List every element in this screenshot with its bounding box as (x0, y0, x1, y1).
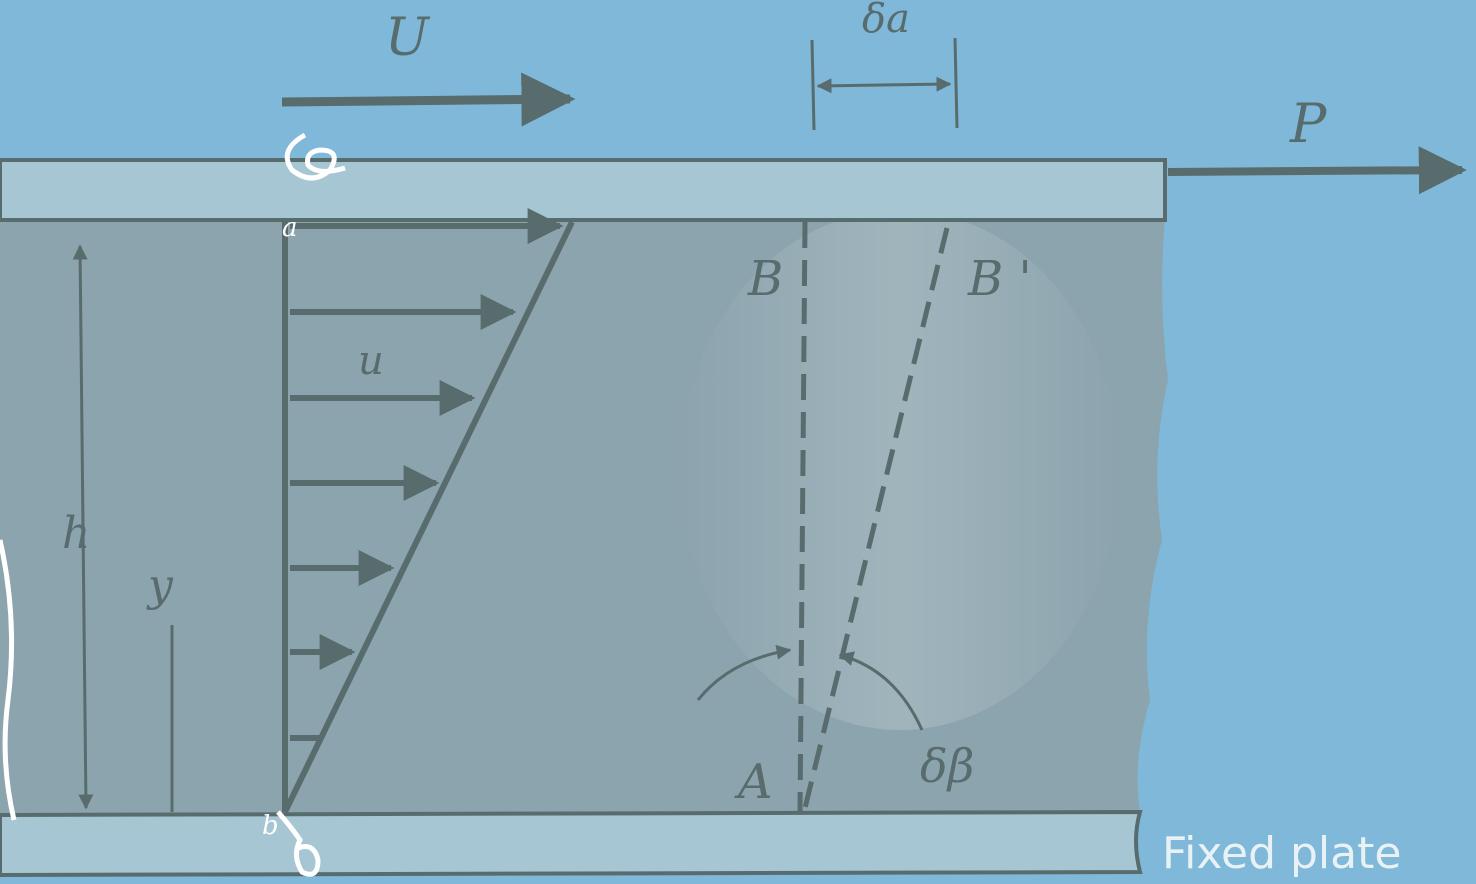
point-b-label: B (747, 251, 783, 307)
angle-arc-right (838, 651, 924, 731)
force-arrow (1167, 146, 1467, 195)
screen-glare (680, 210, 1120, 730)
displacement-tick-right (953, 37, 959, 129)
profile-line (282, 220, 575, 814)
element-line-deformed (802, 227, 950, 809)
displacement-label: δa (862, 0, 910, 42)
displacement-tick-left (810, 39, 816, 131)
fixed-plate (0, 809, 1143, 878)
top-mark-annotation: a (282, 132, 346, 243)
height-dimension (72, 244, 94, 810)
force-label: P (1289, 92, 1328, 155)
bottom-mark-annotation: b (262, 810, 321, 877)
height-label: h (62, 508, 90, 559)
plate-velocity-label: U (385, 8, 431, 68)
angle-arc-left (696, 644, 792, 701)
coordinate-label: y (146, 560, 174, 611)
bottom-mark-text: b (262, 811, 279, 841)
top-mark-text: a (282, 213, 298, 243)
local-velocity-label: u (358, 338, 384, 384)
angle-label: δβ (920, 739, 974, 793)
left-edge-bracket (0, 539, 17, 821)
displacement-arrow (816, 76, 952, 94)
plate-velocity-arrow (281, 72, 576, 127)
fixed-plate-label: Fixed plate (1162, 828, 1401, 879)
element-line-initial (797, 221, 808, 813)
velocity-vectors (290, 208, 564, 741)
moving-plate (0, 158, 1167, 222)
point-a-label: A (734, 754, 773, 810)
point-b-prime-label: B ' (967, 251, 1032, 307)
